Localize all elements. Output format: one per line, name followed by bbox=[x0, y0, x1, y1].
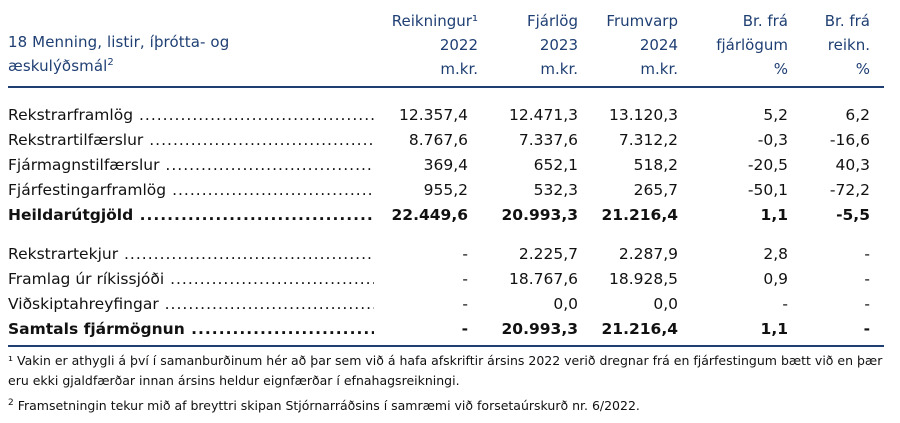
cell-fjarlog-2023: 2.225,7 bbox=[518, 245, 578, 263]
column-header-fjarlog-2023: Fjárlög 2023 m.kr. bbox=[526, 12, 578, 78]
column-header-br-fra-reikn: Br. frá reikn. % bbox=[824, 12, 870, 78]
table-row: Rekstrarframlög 12.357,4 12.471,3 13.120… bbox=[8, 103, 884, 127]
cell-frumvarp-2024: 7.312,2 bbox=[618, 131, 678, 149]
cell-frumvarp-2024: 265,7 bbox=[633, 181, 678, 199]
cell-fjarlog-2023: 12.471,3 bbox=[508, 106, 578, 124]
row-label: Heildarútgjöld bbox=[8, 203, 374, 227]
row-label: Rekstrartilfærslur bbox=[8, 128, 374, 152]
table-row: Fjárfestingarframlög 955,2 532,3 265,7 -… bbox=[8, 178, 884, 202]
title-line-1: 18 Menning, listir, íþrótta- og bbox=[8, 33, 230, 51]
cell-frumvarp-2024: 18.928,5 bbox=[608, 270, 678, 288]
column-header-frumvarp-2024: Frumvarp 2024 m.kr. bbox=[606, 12, 678, 78]
cell-fjarlog-2023: 20.993,3 bbox=[501, 206, 579, 224]
footnote-1: ¹ Vakin er athygli á því í samanburðinum… bbox=[8, 353, 883, 388]
cell-frumvarp-2024: 21.216,4 bbox=[601, 206, 679, 224]
row-label: Rekstrarframlög bbox=[8, 103, 374, 127]
title-line-2: æskulýðsmál2 bbox=[8, 57, 114, 75]
cell-br-fra-reikn: -5,5 bbox=[836, 206, 870, 224]
cell-br-fra-fjarlogum: 2,8 bbox=[763, 245, 788, 263]
cell-br-fra-fjarlogum: 1,1 bbox=[760, 206, 788, 224]
footnote-2: 2 Framsetningin tekur mið af breyttri sk… bbox=[8, 398, 640, 413]
cell-fjarlog-2023: 20.993,3 bbox=[501, 320, 579, 338]
cell-br-fra-reikn: - bbox=[863, 320, 870, 338]
row-label: Fjármagnstilfærslur bbox=[8, 153, 374, 177]
cell-br-fra-fjarlogum: -50,1 bbox=[747, 181, 788, 199]
cell-br-fra-fjarlogum: 1,1 bbox=[760, 320, 788, 338]
cell-frumvarp-2024: 21.216,4 bbox=[601, 320, 679, 338]
row-label: Viðskiptahreyfingar bbox=[8, 292, 374, 316]
cell-fjarlog-2023: 0,0 bbox=[553, 295, 578, 313]
cell-br-fra-reikn: -16,6 bbox=[829, 131, 870, 149]
cell-br-fra-reikn: - bbox=[864, 295, 870, 313]
row-label: Fjárfestingarframlög bbox=[8, 178, 374, 202]
footnote-2-mark: 2 bbox=[8, 398, 14, 408]
cell-reikningur-2022: 369,4 bbox=[423, 156, 468, 174]
cell-br-fra-reikn: -72,2 bbox=[829, 181, 870, 199]
cell-reikningur-2022: 22.449,6 bbox=[391, 206, 469, 224]
cell-reikningur-2022: 955,2 bbox=[423, 181, 468, 199]
cell-br-fra-reikn: - bbox=[864, 245, 870, 263]
cell-reikningur-2022: 12.357,4 bbox=[398, 106, 468, 124]
column-header-br-fra-fjarlogum: Br. frá fjárlögum % bbox=[716, 12, 788, 78]
cell-fjarlog-2023: 652,1 bbox=[533, 156, 578, 174]
header-divider bbox=[8, 86, 884, 88]
cell-frumvarp-2024: 2.287,9 bbox=[618, 245, 678, 263]
cell-br-fra-fjarlogum: 0,9 bbox=[763, 270, 788, 288]
cell-br-fra-fjarlogum: - bbox=[782, 295, 788, 313]
cell-reikningur-2022: - bbox=[462, 270, 468, 288]
footnote-1-mark: ¹ bbox=[8, 353, 14, 368]
cell-br-fra-reikn: 6,2 bbox=[845, 106, 870, 124]
cell-br-fra-reikn: 40,3 bbox=[835, 156, 870, 174]
total-row: Heildarútgjöld 22.449,6 20.993,3 21.216,… bbox=[8, 203, 884, 227]
total-row: Samtals fjármögnun - 20.993,3 21.216,4 1… bbox=[8, 317, 884, 341]
table-row: Rekstrartekjur - 2.225,7 2.287,9 2,8 - bbox=[8, 242, 884, 266]
table-title: 18 Menning, listir, íþrótta- og æskulýðs… bbox=[8, 30, 308, 78]
cell-br-fra-fjarlogum: -20,5 bbox=[747, 156, 788, 174]
footer-divider bbox=[8, 345, 884, 347]
cell-frumvarp-2024: 518,2 bbox=[633, 156, 678, 174]
cell-frumvarp-2024: 0,0 bbox=[653, 295, 678, 313]
cell-fjarlog-2023: 18.767,6 bbox=[508, 270, 578, 288]
table-row: Fjármagnstilfærslur 369,4 652,1 518,2 -2… bbox=[8, 153, 884, 177]
cell-br-fra-fjarlogum: 5,2 bbox=[763, 106, 788, 124]
cell-fjarlog-2023: 532,3 bbox=[533, 181, 578, 199]
cell-reikningur-2022: - bbox=[462, 295, 468, 313]
column-header-reikningur-2022: Reikningur¹ 2022 m.kr. bbox=[391, 12, 478, 78]
cell-reikningur-2022: 8.767,6 bbox=[408, 131, 468, 149]
table-row: Framlag úr ríkissjóði - 18.767,6 18.928,… bbox=[8, 267, 884, 291]
cell-frumvarp-2024: 13.120,3 bbox=[608, 106, 678, 124]
cell-br-fra-reikn: - bbox=[864, 270, 870, 288]
table-row: Viðskiptahreyfingar - 0,0 0,0 - - bbox=[8, 292, 884, 316]
row-label: Framlag úr ríkissjóði bbox=[8, 267, 374, 291]
cell-fjarlog-2023: 7.337,6 bbox=[518, 131, 578, 149]
row-label: Rekstrartekjur bbox=[8, 242, 374, 266]
table-row: Rekstrartilfærslur 8.767,6 7.337,6 7.312… bbox=[8, 128, 884, 152]
cell-br-fra-fjarlogum: -0,3 bbox=[757, 131, 788, 149]
cell-reikningur-2022: - bbox=[462, 245, 468, 263]
title-footnote-mark: 2 bbox=[107, 57, 114, 68]
cell-reikningur-2022: - bbox=[461, 320, 468, 338]
row-label: Samtals fjármögnun bbox=[8, 317, 374, 341]
